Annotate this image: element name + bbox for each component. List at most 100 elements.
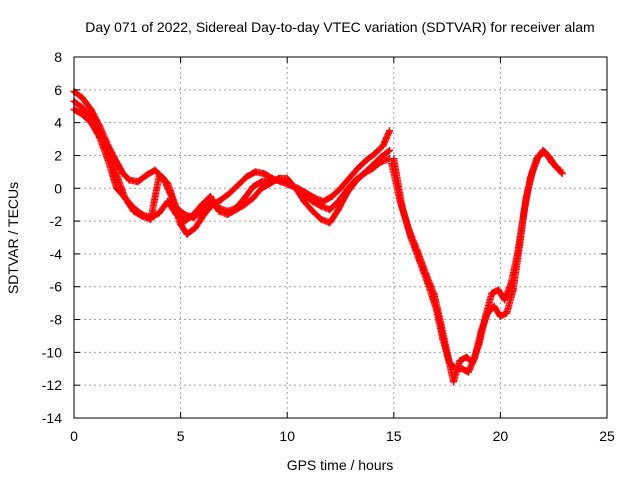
data-point xyxy=(181,211,189,218)
data-point xyxy=(172,211,180,218)
x-tick-label: 25 xyxy=(599,428,615,444)
y-tick-label: 6 xyxy=(54,82,62,98)
data-point xyxy=(548,158,556,166)
data-point xyxy=(390,155,398,163)
data-points xyxy=(70,88,566,386)
data-series-track-5 xyxy=(390,148,564,376)
data-point xyxy=(343,189,351,197)
data-point xyxy=(249,194,257,202)
data-point xyxy=(522,194,530,202)
x-tick-label: 20 xyxy=(493,428,509,444)
data-point xyxy=(456,357,464,365)
data-point xyxy=(407,234,415,241)
data-point xyxy=(415,257,423,264)
data-point xyxy=(79,94,86,102)
data-point xyxy=(398,204,406,212)
data-point xyxy=(143,171,150,179)
data-point xyxy=(138,211,146,218)
data-point xyxy=(104,156,112,164)
plus-markers xyxy=(390,148,564,376)
data-point xyxy=(462,353,470,361)
data-point xyxy=(334,206,342,214)
data-series-track-3 xyxy=(70,106,393,227)
data-point xyxy=(241,201,249,209)
data-point xyxy=(351,178,359,186)
data-point xyxy=(206,193,214,200)
data-point xyxy=(251,168,259,176)
data-point xyxy=(147,214,155,222)
y-tick-label: -14 xyxy=(42,410,62,426)
data-point xyxy=(283,174,291,182)
data-point xyxy=(371,150,379,158)
data-point xyxy=(317,216,325,223)
data-point xyxy=(151,166,159,174)
data-point xyxy=(496,312,504,320)
data-point xyxy=(96,133,104,141)
data-point xyxy=(309,197,317,205)
data-point xyxy=(275,174,283,182)
data-point xyxy=(354,165,362,173)
data-point xyxy=(183,230,191,238)
data-point xyxy=(164,179,172,187)
data-point xyxy=(337,184,344,192)
data-point xyxy=(189,211,197,218)
data-point xyxy=(258,184,266,192)
y-tick-label: 4 xyxy=(54,115,62,131)
data-point xyxy=(379,142,387,150)
data-point xyxy=(503,309,511,317)
data-point xyxy=(450,378,457,386)
grid xyxy=(74,57,607,418)
data-point xyxy=(345,174,353,182)
data-point xyxy=(501,296,509,304)
data-point xyxy=(121,194,129,202)
data-point xyxy=(369,161,376,169)
y-tick-label: -2 xyxy=(50,213,63,229)
x-tick-label: 15 xyxy=(386,428,402,444)
data-point xyxy=(424,279,432,287)
y-tick-label: -6 xyxy=(50,279,63,295)
y-tick-label: -12 xyxy=(42,377,62,393)
data-point xyxy=(362,156,370,164)
data-point xyxy=(260,170,268,177)
data-point xyxy=(217,196,225,204)
data-point xyxy=(79,110,86,118)
data-point xyxy=(226,189,234,197)
data-point xyxy=(155,171,163,179)
data-point xyxy=(535,152,543,159)
data-point xyxy=(79,104,86,112)
data-point xyxy=(445,358,453,366)
data-point xyxy=(477,327,485,335)
data-point xyxy=(125,176,133,184)
data-point xyxy=(243,173,251,181)
data-point xyxy=(266,179,274,187)
data-point xyxy=(130,204,138,212)
ticks: 0 5 10 15 20 25 -14 -12 -10 -8 -6 -4 -2 0 2 4 6 8 xyxy=(42,49,615,444)
y-axis-label: SDTVAR / TECUs xyxy=(5,182,21,294)
data-point xyxy=(198,201,206,209)
data-point xyxy=(326,206,334,214)
data-point xyxy=(181,217,189,225)
data-point xyxy=(155,209,163,217)
x-tick-label: 5 xyxy=(177,428,185,444)
data-point xyxy=(319,197,327,205)
x-tick-label: 10 xyxy=(279,428,295,444)
data-point xyxy=(386,147,393,154)
data-point xyxy=(488,289,496,297)
data-point xyxy=(113,184,121,192)
y-tick-label: 0 xyxy=(54,180,62,196)
data-point xyxy=(249,183,257,191)
data-point xyxy=(177,220,185,228)
data-point xyxy=(224,211,231,218)
data-point xyxy=(326,219,334,227)
data-point xyxy=(134,178,142,186)
y-tick-label: -10 xyxy=(42,344,62,360)
data-point xyxy=(471,353,479,361)
data-point xyxy=(386,127,393,135)
y-tick-label: 2 xyxy=(54,147,62,163)
data-point xyxy=(490,302,498,310)
data-point xyxy=(528,168,536,176)
data-point xyxy=(119,170,127,177)
data-point xyxy=(328,193,336,200)
data-point xyxy=(452,365,460,373)
